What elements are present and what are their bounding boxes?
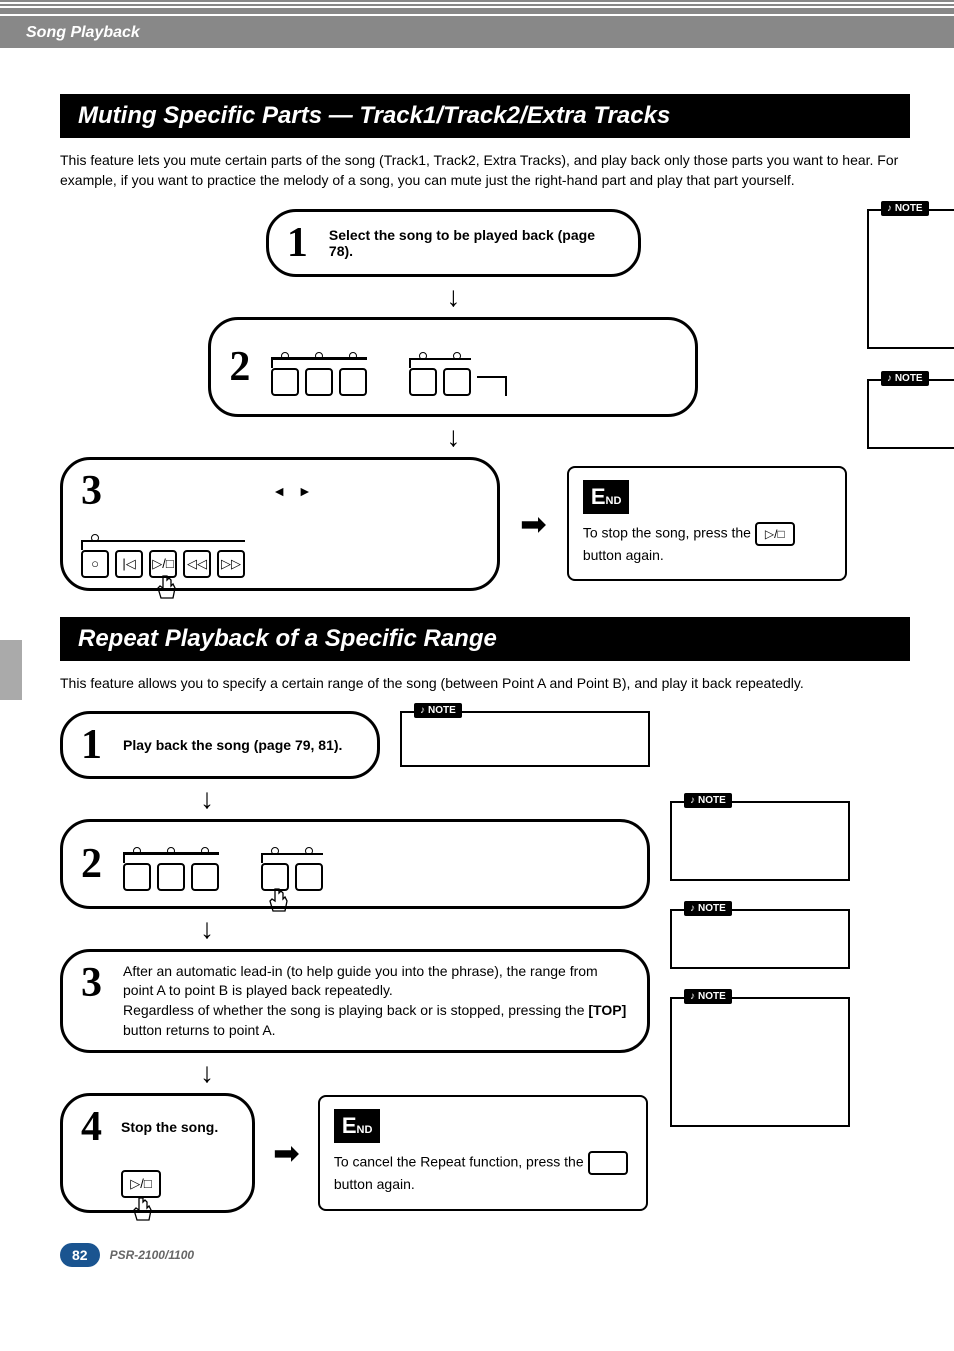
breadcrumb: Song Playback [0, 18, 954, 48]
end-label-suffix: ND [606, 495, 622, 507]
play-button: ▷/□ [149, 550, 177, 578]
page-number: 82 [60, 1243, 100, 1267]
rew-button: ◁◁ [183, 550, 211, 578]
rec-button: ○ [81, 550, 109, 578]
note-badge: NOTE [881, 371, 929, 386]
panel-diagram [271, 357, 507, 396]
step1-text: Play back the song (page 79, 81). [123, 737, 342, 753]
repeat-button-inline [588, 1151, 628, 1175]
note-box: NOTE [670, 997, 850, 1127]
repeat-step1-box: 1 Play back the song (page 79, 81). [60, 711, 380, 779]
page-content: Muting Specific Parts — Track1/Track2/Ex… [0, 48, 954, 1287]
section1-left-col: 1 Select the song to be played back (pag… [60, 209, 847, 591]
model-name: PSR-2100/1100 [110, 1248, 195, 1262]
end-badge: END [583, 480, 629, 514]
panel-diagram: ○ |◁ ▷/□ ◁◁ ▷▷ [81, 540, 245, 578]
panel-button [191, 863, 219, 891]
finger-icon [267, 887, 291, 917]
repeat-step3-box: 3 After an automatic lead-in (to help gu… [60, 949, 650, 1053]
panel-button [295, 863, 323, 891]
step3-box: 3 ◄ ► ○ |◁ ▷/□ [60, 457, 500, 591]
finger-icon [155, 574, 179, 604]
panel-button [305, 368, 333, 396]
ff-button: ▷▷ [217, 550, 245, 578]
section2-left-col: 1 Play back the song (page 79, 81). NOTE… [60, 711, 650, 1213]
panel-button [339, 368, 367, 396]
note-badge: NOTE [881, 201, 929, 216]
end-text: To cancel the Repeat function, press the… [334, 1151, 632, 1195]
note-box: NOTE [400, 711, 650, 767]
repeat-step4-box: 4 Stop the song. ▷/□ [60, 1093, 255, 1213]
panel-button [271, 368, 299, 396]
panel-button [157, 863, 185, 891]
right-arrow-icon: ➡ [520, 508, 547, 540]
step-number: 1 [81, 724, 109, 766]
step-number: 3 [81, 470, 109, 512]
note-badge: NOTE [414, 703, 462, 718]
down-arrow-icon: ↓ [446, 283, 460, 311]
repeat-button [261, 863, 289, 891]
note-box: NOTE [670, 909, 850, 969]
nav-arrows-icon: ◄ ► [109, 483, 479, 499]
panel-button [123, 863, 151, 891]
note-box: NOTE [867, 209, 954, 349]
end-badge: END [334, 1109, 380, 1143]
step1-box: 1 Select the song to be played back (pag… [266, 209, 641, 277]
header-decorative-bars [0, 0, 954, 18]
page-footer: 82 PSR-2100/1100 [60, 1243, 910, 1267]
step4-text: Stop the song. [121, 1119, 218, 1135]
down-arrow-icon: ↓ [200, 785, 214, 813]
top-button: |◁ [115, 550, 143, 578]
panel-diagram [123, 852, 323, 891]
panel-button [409, 368, 437, 396]
section1-flow: 1 Select the song to be played back (pag… [60, 209, 910, 591]
step-number: 2 [81, 843, 109, 885]
step1-text: Select the song to be played back (page … [329, 227, 620, 259]
repeat-step2-box: 2 [60, 819, 650, 909]
section1-intro: This feature lets you mute certain parts… [60, 150, 910, 191]
side-tab [0, 640, 22, 700]
panel-button [443, 368, 471, 396]
down-arrow-icon: ↓ [200, 1059, 214, 1087]
section2-flow: 1 Play back the song (page 79, 81). NOTE… [60, 711, 910, 1213]
right-arrow-icon: ➡ [273, 1137, 300, 1169]
section1-title: Muting Specific Parts — Track1/Track2/Ex… [60, 94, 910, 138]
play-stop-button: ▷/□ [121, 1170, 161, 1198]
play-stop-icon: ▷/□ [755, 522, 795, 546]
note-box: NOTE [670, 801, 850, 881]
note-badge: NOTE [684, 793, 732, 808]
breadcrumb-text: Song Playback [26, 24, 140, 41]
section2-intro: This feature allows you to specify a cer… [60, 673, 910, 693]
down-arrow-icon: ↓ [446, 423, 460, 451]
step-number: 1 [287, 222, 315, 264]
end-text: To stop the song, press the ▷/□ button a… [583, 522, 831, 566]
note-box: NOTE [867, 379, 954, 449]
section2-right-col: NOTE NOTE NOTE [670, 801, 850, 1127]
note-badge: NOTE [684, 901, 732, 916]
note-badge: NOTE [684, 989, 732, 1004]
end-box: END To stop the song, press the ▷/□ butt… [567, 466, 847, 582]
down-arrow-icon: ↓ [200, 915, 214, 943]
finger-icon [131, 1196, 155, 1226]
section2-title: Repeat Playback of a Specific Range [60, 617, 910, 661]
step-number: 3 [81, 962, 109, 1004]
section1-right-col: NOTE NOTE [867, 209, 954, 449]
step-number: 2 [229, 346, 257, 388]
step3-body: After an automatic lead-in (to help guid… [123, 962, 629, 1040]
step2-box: 2 [208, 317, 698, 417]
step-number: 4 [81, 1106, 109, 1148]
end-box: END To cancel the Repeat function, press… [318, 1095, 648, 1211]
